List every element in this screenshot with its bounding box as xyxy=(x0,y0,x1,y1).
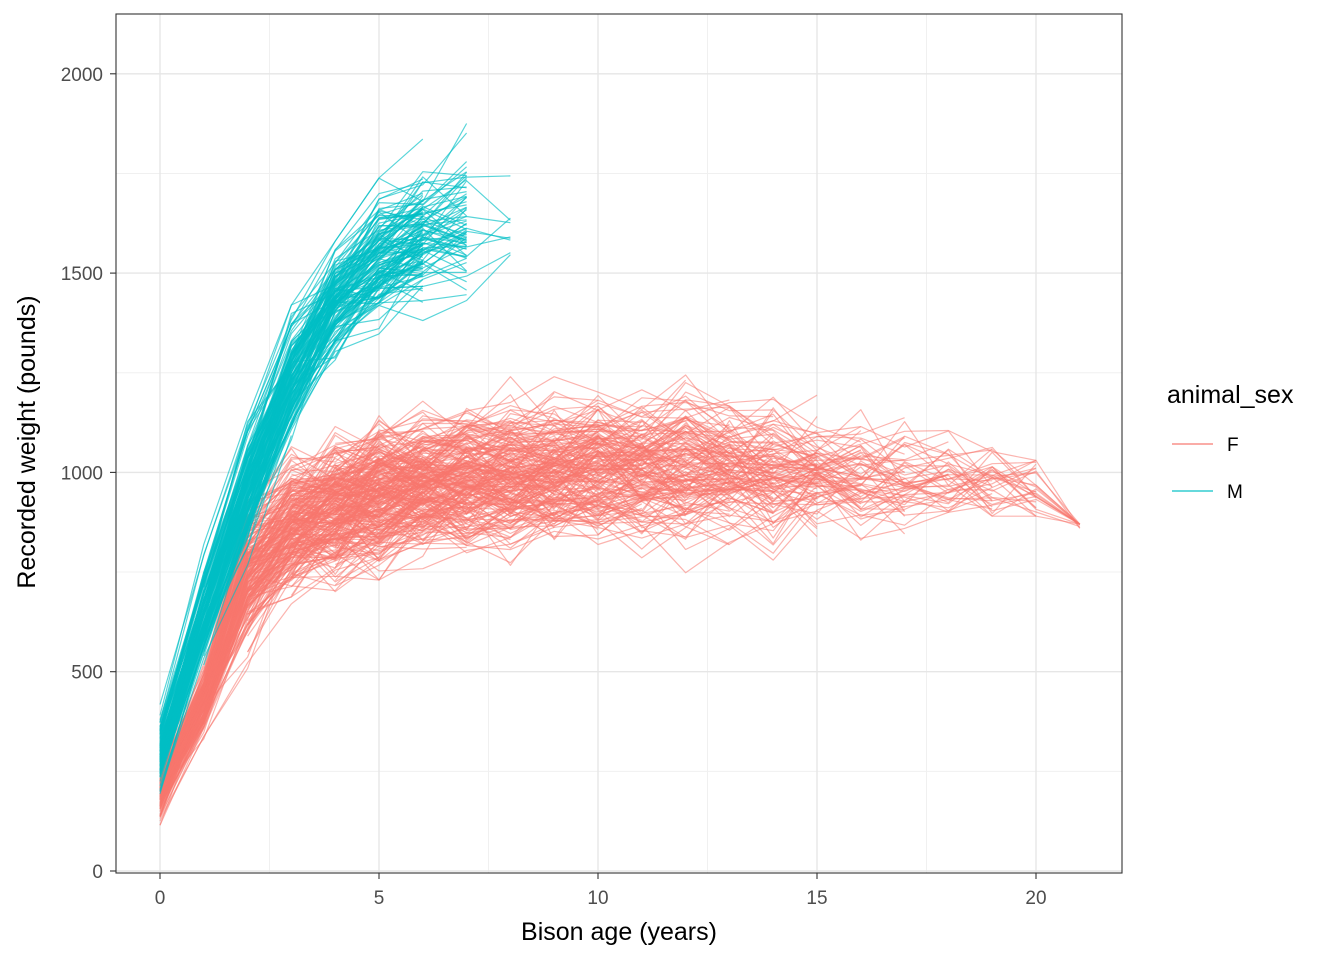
series-m-individual-line xyxy=(159,161,468,738)
series-f-individual-line xyxy=(291,435,642,543)
series-f-individual-line xyxy=(159,492,380,787)
y-axis: 0 500 1000 1500 2000 xyxy=(61,65,116,883)
series-f-individual-line xyxy=(159,425,686,780)
x-tick-label: 15 xyxy=(806,888,827,909)
series-m-individual-line xyxy=(159,239,424,774)
series-m-individual-line xyxy=(159,234,467,752)
series-f-individual-line xyxy=(159,497,686,792)
panel-border xyxy=(115,13,1123,874)
series-m-individual-line xyxy=(159,206,424,752)
y-axis-label: Recorded weight (pounds) xyxy=(13,295,41,588)
series-f-individual-line xyxy=(159,453,774,790)
series-f-individual-line xyxy=(159,409,1037,783)
x-tick-label: 0 xyxy=(155,888,166,909)
series-f-individual-line xyxy=(247,495,686,626)
series-m-individual-line xyxy=(203,285,424,657)
series-m-individual-line xyxy=(159,236,511,776)
series-f-individual-line xyxy=(159,424,1081,771)
series-f-individual-line xyxy=(159,451,905,797)
legend-label-f: F xyxy=(1227,435,1239,456)
legend-title: animal_sex xyxy=(1167,381,1294,409)
series-m-lines xyxy=(159,123,511,794)
series-m-individual-line xyxy=(159,208,467,756)
series-f-individual-line xyxy=(290,416,1037,518)
series-m-individual-line xyxy=(159,435,292,792)
series-f-individual-line xyxy=(159,442,818,792)
series-m-individual-line xyxy=(203,176,467,588)
series-f-individual-line xyxy=(247,415,555,545)
series-f-individual-line xyxy=(159,434,730,800)
legend: animal_sex F M xyxy=(1167,381,1294,503)
series-f-individual-line xyxy=(247,492,862,653)
series-f-individual-line xyxy=(291,460,1037,538)
x-tick-label: 5 xyxy=(374,888,385,909)
y-tick-label: 0 xyxy=(92,862,103,883)
series-f-individual-line xyxy=(159,479,686,801)
series-m-individual-line xyxy=(159,221,467,744)
series-f-individual-line xyxy=(291,406,774,492)
series-f-individual-line xyxy=(334,440,730,501)
series-f-individual-line xyxy=(159,435,818,776)
x-tick-label: 20 xyxy=(1025,888,1046,909)
series-m-individual-line xyxy=(159,228,424,756)
series-f-individual-line xyxy=(247,502,599,637)
series-f-individual-line xyxy=(291,508,730,581)
series-f-individual-line xyxy=(159,430,424,784)
series-f-individual-line xyxy=(247,459,905,592)
series-m-individual-line xyxy=(159,219,467,755)
series-f-individual-line xyxy=(291,480,336,502)
series-m-individual-line xyxy=(159,260,424,766)
series-f-individual-line xyxy=(334,426,1081,525)
y-tick-label: 1500 xyxy=(61,264,103,285)
x-axis-label: Bison age (years) xyxy=(521,918,717,946)
series-f-individual-line xyxy=(159,442,774,797)
series-f-individual-line xyxy=(247,415,905,566)
y-tick-label: 2000 xyxy=(61,65,103,86)
series-m-individual-line xyxy=(159,132,468,720)
x-axis: 0 5 10 15 20 xyxy=(155,873,1047,909)
y-tick-label: 500 xyxy=(71,663,103,684)
series-f-individual-line xyxy=(159,428,906,808)
series-f-individual-line xyxy=(159,440,467,777)
series-f-individual-line xyxy=(159,500,424,800)
series-f-individual-line xyxy=(291,470,1081,562)
series-f-individual-line xyxy=(159,482,774,807)
x-tick-label: 10 xyxy=(587,888,608,909)
series-f-individual-line xyxy=(159,497,774,787)
series-f-individual-line xyxy=(291,430,1081,539)
y-tick-label: 1000 xyxy=(61,463,103,484)
series-m-individual-line xyxy=(159,287,423,776)
legend-label-m: M xyxy=(1227,482,1243,503)
series-f-individual-line xyxy=(334,455,1081,582)
